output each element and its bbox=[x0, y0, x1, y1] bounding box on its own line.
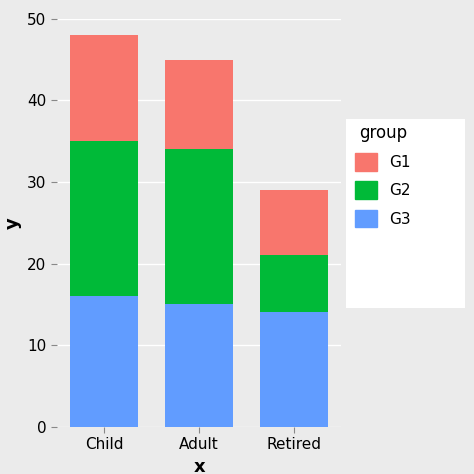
Bar bbox=[260, 255, 328, 312]
Bar bbox=[165, 60, 233, 149]
Bar bbox=[260, 190, 328, 255]
Bar bbox=[70, 35, 138, 141]
Bar bbox=[70, 141, 138, 296]
Legend: G1, G2, G3: G1, G2, G3 bbox=[348, 117, 418, 235]
Bar bbox=[70, 296, 138, 427]
Bar bbox=[260, 312, 328, 427]
Bar bbox=[165, 304, 233, 427]
Bar bbox=[165, 149, 233, 304]
X-axis label: x: x bbox=[193, 457, 205, 474]
Y-axis label: y: y bbox=[3, 217, 21, 228]
